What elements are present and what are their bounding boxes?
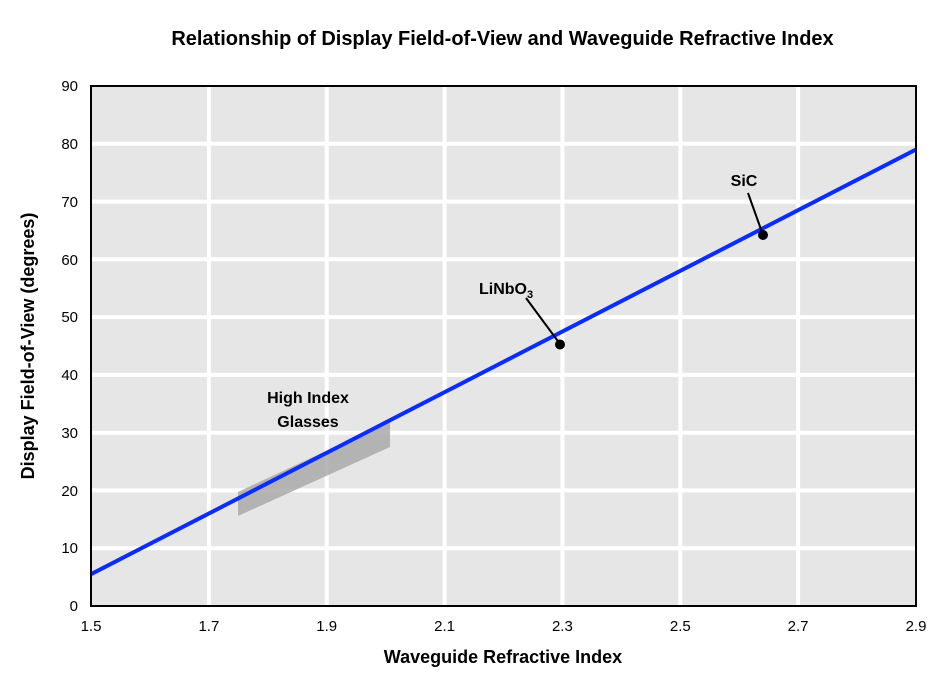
svg-text:0: 0 [70, 598, 78, 615]
high-index-glasses-band [238, 421, 390, 516]
svg-text:60: 60 [61, 252, 78, 269]
x-tick-labels: 1.5 1.7 1.9 2.1 2.3 2.5 2.7 2.9 [81, 618, 927, 635]
plot-area [91, 86, 916, 606]
plot-frame [90, 85, 917, 607]
sic-label: SiC [731, 173, 758, 190]
linbo3-point [555, 339, 565, 350]
svg-text:40: 40 [61, 367, 78, 384]
svg-text:50: 50 [61, 309, 78, 326]
svg-text:1.9: 1.9 [316, 618, 337, 635]
linbo3-label: LiNbO3 [479, 281, 533, 301]
svg-text:2.3: 2.3 [552, 618, 573, 635]
y-axis-label: Display Field-of-View (degrees) [18, 213, 38, 480]
sic-point [758, 230, 768, 240]
svg-text:1.7: 1.7 [198, 618, 219, 635]
linbo3-leader [525, 297, 561, 345]
chart-title: Relationship of Display Field-of-View an… [171, 28, 834, 50]
fov-line [90, 147, 917, 576]
glass-label-line2: Glasses [277, 414, 338, 431]
svg-text:70: 70 [61, 194, 78, 211]
svg-text:10: 10 [61, 540, 78, 557]
svg-text:2.9: 2.9 [906, 618, 927, 635]
svg-text:1.5: 1.5 [81, 618, 102, 635]
glass-label-line1: High Index [267, 390, 349, 407]
grid-horizontal [91, 141, 916, 551]
svg-text:2.7: 2.7 [788, 618, 809, 635]
x-axis-label: Waveguide Refractive Index [384, 647, 622, 667]
svg-text:20: 20 [61, 483, 78, 500]
svg-text:2.1: 2.1 [434, 618, 455, 635]
svg-text:30: 30 [61, 425, 78, 442]
svg-text:2.5: 2.5 [670, 618, 691, 635]
svg-text:90: 90 [61, 78, 78, 95]
y-tick-labels: 0 10 20 30 40 50 60 70 80 90 [61, 78, 78, 615]
sic-leader [747, 192, 764, 236]
svg-text:80: 80 [61, 136, 78, 153]
